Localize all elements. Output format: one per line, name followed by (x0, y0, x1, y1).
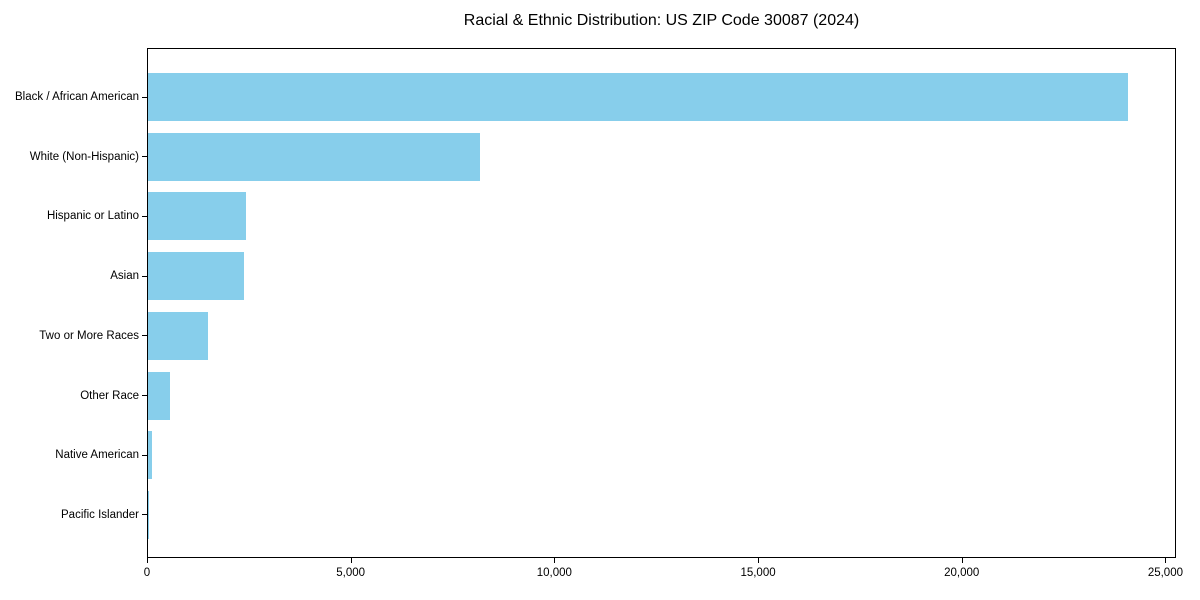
y-tick (142, 215, 147, 217)
bar (148, 192, 246, 241)
x-tick-label: 15,000 (740, 567, 776, 579)
x-tick (554, 558, 556, 563)
chart-title: Racial & Ethnic Distribution: US ZIP Cod… (463, 12, 860, 29)
x-tick (1165, 558, 1167, 563)
y-tick (142, 96, 147, 98)
x-tick-label: 20,000 (944, 567, 980, 579)
y-tick (142, 335, 147, 337)
x-tick-label: 0 (143, 567, 151, 579)
y-axis-label: Pacific Islander (61, 508, 139, 521)
y-tick (142, 156, 147, 158)
y-tick (142, 275, 147, 277)
bar (148, 252, 245, 301)
x-tick (147, 558, 148, 563)
x-tick (350, 558, 352, 563)
x-tick (961, 558, 963, 563)
x-tick-label: 10,000 (536, 567, 572, 579)
y-axis-label: Other Race (80, 389, 139, 402)
y-axis-label: Native American (55, 449, 139, 462)
bar (148, 431, 153, 480)
y-axis-label: Two or More Races (39, 329, 139, 342)
bar (148, 132, 480, 181)
y-axis-label: Black / African American (15, 91, 139, 103)
bar (148, 371, 170, 420)
plot-area (147, 48, 1176, 558)
y-tick (142, 454, 147, 456)
x-tick-label: 5,000 (336, 567, 366, 579)
bar (148, 311, 209, 360)
y-tick (142, 514, 147, 516)
x-tick-label: 25,000 (1147, 567, 1183, 579)
y-axis-label: Hispanic or Latino (46, 210, 139, 223)
bar (148, 73, 1129, 121)
x-tick (758, 558, 760, 563)
y-axis-label: Asian (110, 270, 139, 283)
y-axis-label: White (Non-Hispanic) (29, 150, 139, 163)
y-tick (142, 395, 147, 397)
